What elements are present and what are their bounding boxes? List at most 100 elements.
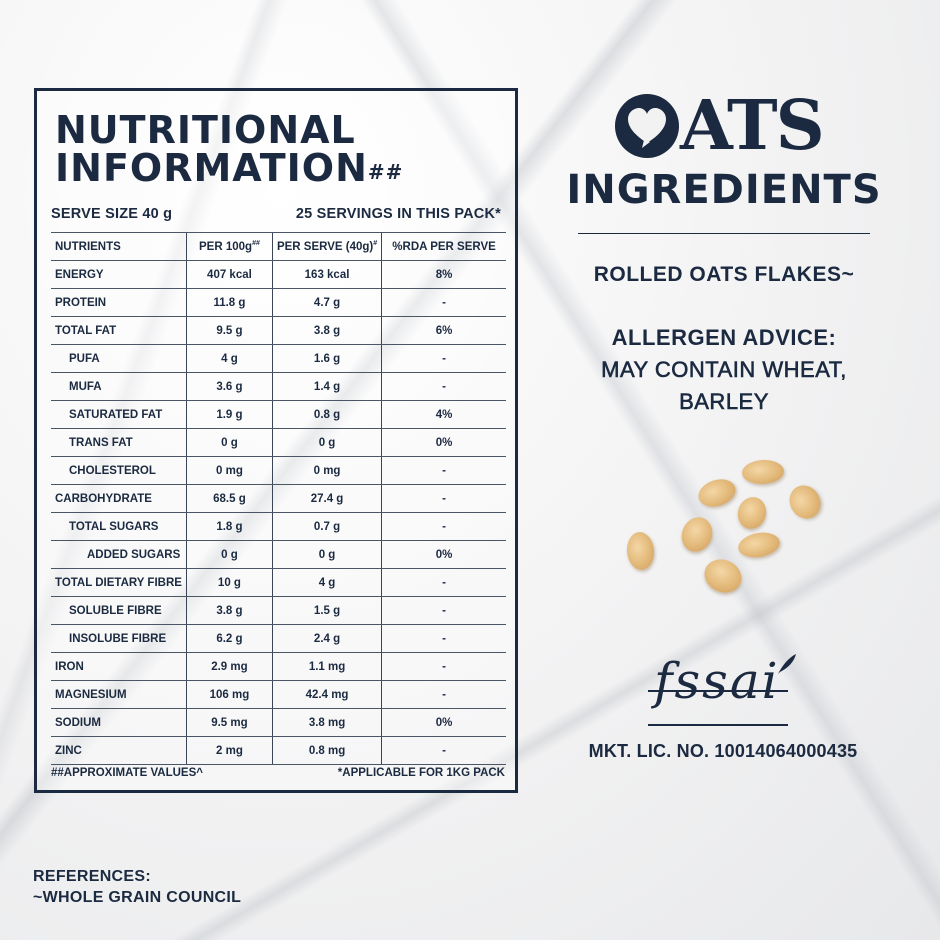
oat-flake: [625, 530, 656, 572]
title-line-2-text: INFORMATION: [55, 146, 368, 190]
rda-value: -: [381, 484, 506, 513]
divider: [578, 233, 870, 234]
servings-count: 25 SERVINGS IN THIS PACK*: [295, 206, 501, 222]
nutrient-name: CHOLESTEROL: [51, 456, 187, 485]
nutrient-name: INSOLUBE FIBRE: [51, 624, 187, 653]
allergen-line-1: MAY CONTAIN WHEAT,: [601, 357, 847, 383]
table-row: SOLUBLE FIBRE 3.8 g 1.5 g-: [51, 596, 506, 625]
title-line-2: INFORMATION##: [55, 149, 403, 187]
panel-title: NUTRITIONAL INFORMATION##: [55, 111, 403, 187]
col-per100-marker: ##: [252, 240, 260, 248]
nutrient-name: TOTAL SUGARS: [51, 512, 187, 541]
oat-flake: [736, 529, 782, 561]
table-row: TOTAL FAT 9.5 g 3.8 g 6%: [51, 316, 506, 345]
col-perserve: PER SERVE (40g)#: [271, 232, 382, 261]
nutrient-name: ENERGY: [51, 260, 187, 289]
per-serve-value: 0 mg: [271, 456, 382, 485]
rda-value: -: [381, 568, 506, 597]
table-header: NUTRIENTS PER 100g## PER SERVE (40g)# %R…: [51, 232, 506, 261]
per-100g-value: 0 g: [185, 428, 273, 457]
per-serve-value: 1.6 g: [271, 344, 382, 373]
nutrition-table: NUTRIENTS PER 100g## PER SERVE (40g)# %R…: [51, 232, 506, 765]
title-line-1: NUTRITIONAL: [55, 108, 356, 152]
fssai-logo: fssai: [648, 652, 798, 732]
table-row: PUFA 4 g 1.6 g-: [51, 344, 506, 373]
allergen-advice: ALLERGEN ADVICE: MAY CONTAIN WHEAT, BARL…: [538, 322, 910, 418]
per-serve-value: 1.1 mg: [271, 652, 382, 681]
allergen-line-2: BARLEY: [679, 389, 769, 415]
fssai-line-bottom: [648, 724, 788, 726]
oats-logo: ATS: [614, 86, 825, 166]
rda-value: -: [381, 456, 506, 485]
ingredients-title: INGREDIENTS: [566, 167, 882, 213]
fssai-prefix: f: [654, 652, 675, 710]
rda-value: 0%: [381, 428, 506, 457]
per-serve-value: 163 kcal: [271, 260, 382, 289]
serve-info: SERVE SIZE 40 g 25 SERVINGS IN THIS PACK…: [51, 206, 501, 222]
allergen-heading: ALLERGEN ADVICE:: [611, 325, 837, 350]
rda-value: -: [381, 372, 506, 401]
nutrient-name: SOLUBLE FIBRE: [51, 596, 187, 625]
nutrient-name: TOTAL DIETARY FIBRE: [51, 568, 187, 597]
table-row: SATURATED FAT 1.9 g 0.8 g 4%: [51, 400, 506, 429]
per-serve-value: 1.5 g: [271, 596, 382, 625]
leaf-icon: [778, 654, 796, 674]
per-100g-value: 68.5 g: [185, 484, 273, 513]
per-serve-value: 0.7 g: [271, 512, 382, 541]
col-perserve-marker: #: [373, 240, 378, 248]
nutrient-name: CARBOHYDRATE: [51, 484, 187, 513]
col-rda: %RDA PER SERVE: [381, 232, 506, 261]
per-100g-value: 0 mg: [185, 456, 273, 485]
oat-flake: [676, 512, 718, 557]
per-serve-value: 4.7 g: [271, 288, 382, 317]
per-100g-value: 9.5 g: [185, 316, 273, 345]
rda-value: 0%: [381, 540, 506, 569]
rda-value: 6%: [381, 316, 506, 345]
rda-value: 0%: [381, 708, 506, 737]
per-100g-value: 4 g: [185, 344, 273, 373]
license-number: MKT. LIC. NO. 10014064000435: [588, 741, 858, 761]
col-per100-label: PER 100g: [199, 240, 253, 253]
per-100g-value: 0 g: [185, 540, 273, 569]
per-serve-value: 3.8 g: [271, 316, 382, 345]
rda-value: -: [381, 624, 506, 653]
per-100g-value: 106 mg: [185, 680, 273, 709]
per-100g-value: 2 mg: [185, 736, 273, 765]
rda-value: 8%: [381, 260, 506, 289]
nutrient-name: MUFA: [51, 372, 187, 401]
per-serve-value: 0.8 mg: [271, 736, 382, 765]
fssai-line-top: [648, 690, 788, 692]
per-100g-value: 1.8 g: [185, 512, 273, 541]
rda-value: -: [381, 736, 506, 765]
oat-flake: [783, 479, 827, 525]
per-100g-value: 6.2 g: [185, 624, 273, 653]
per-serve-value: 3.8 mg: [271, 708, 382, 737]
per-100g-value: 9.5 mg: [185, 708, 273, 737]
ingredient-item: ROLLED OATS FLAKES~: [593, 263, 855, 286]
nutrient-name: SATURATED FAT: [51, 400, 187, 429]
serve-size: SERVE SIZE 40 g: [51, 206, 173, 222]
per-100g-value: 10 g: [185, 568, 273, 597]
footnote-applicable: *APPLICABLE FOR 1KG PACK: [337, 767, 505, 779]
per-serve-value: 2.4 g: [271, 624, 382, 653]
table-footnotes: ##APPROXIMATE VALUES^ *APPLICABLE FOR 1K…: [51, 767, 505, 779]
table-row: INSOLUBE FIBRE 6.2 g 2.4 g-: [51, 624, 506, 653]
table-row: PROTEIN 11.8 g 4.7 g-: [51, 288, 506, 317]
rda-value: -: [381, 288, 506, 317]
table-row: CHOLESTEROL 0 mg 0 mg -: [51, 456, 506, 485]
per-serve-value: 0 g: [271, 540, 382, 569]
oat-flakes-image: [600, 450, 840, 610]
table-row: TOTAL SUGARS 1.8 g 0.7 g-: [51, 512, 506, 541]
per-100g-value: 1.9 g: [185, 400, 273, 429]
rda-value: -: [381, 512, 506, 541]
title-marker: ##: [367, 160, 404, 184]
reference-item: ~WHOLE GRAIN COUNCIL: [33, 889, 242, 906]
per-serve-value: 27.4 g: [271, 484, 382, 513]
per-100g-value: 407 kcal: [185, 260, 273, 289]
nutrition-panel: NUTRITIONAL INFORMATION## SERVE SIZE 40 …: [34, 88, 518, 793]
table-row: ENERGY 407 kcal 163 kcal 8%: [51, 260, 506, 289]
footnote-approximate: ##APPROXIMATE VALUES^: [51, 767, 203, 779]
oats-logo-text: ATS: [680, 86, 825, 166]
table-row: ZINC 2 mg 0.8 mg -: [51, 736, 506, 765]
